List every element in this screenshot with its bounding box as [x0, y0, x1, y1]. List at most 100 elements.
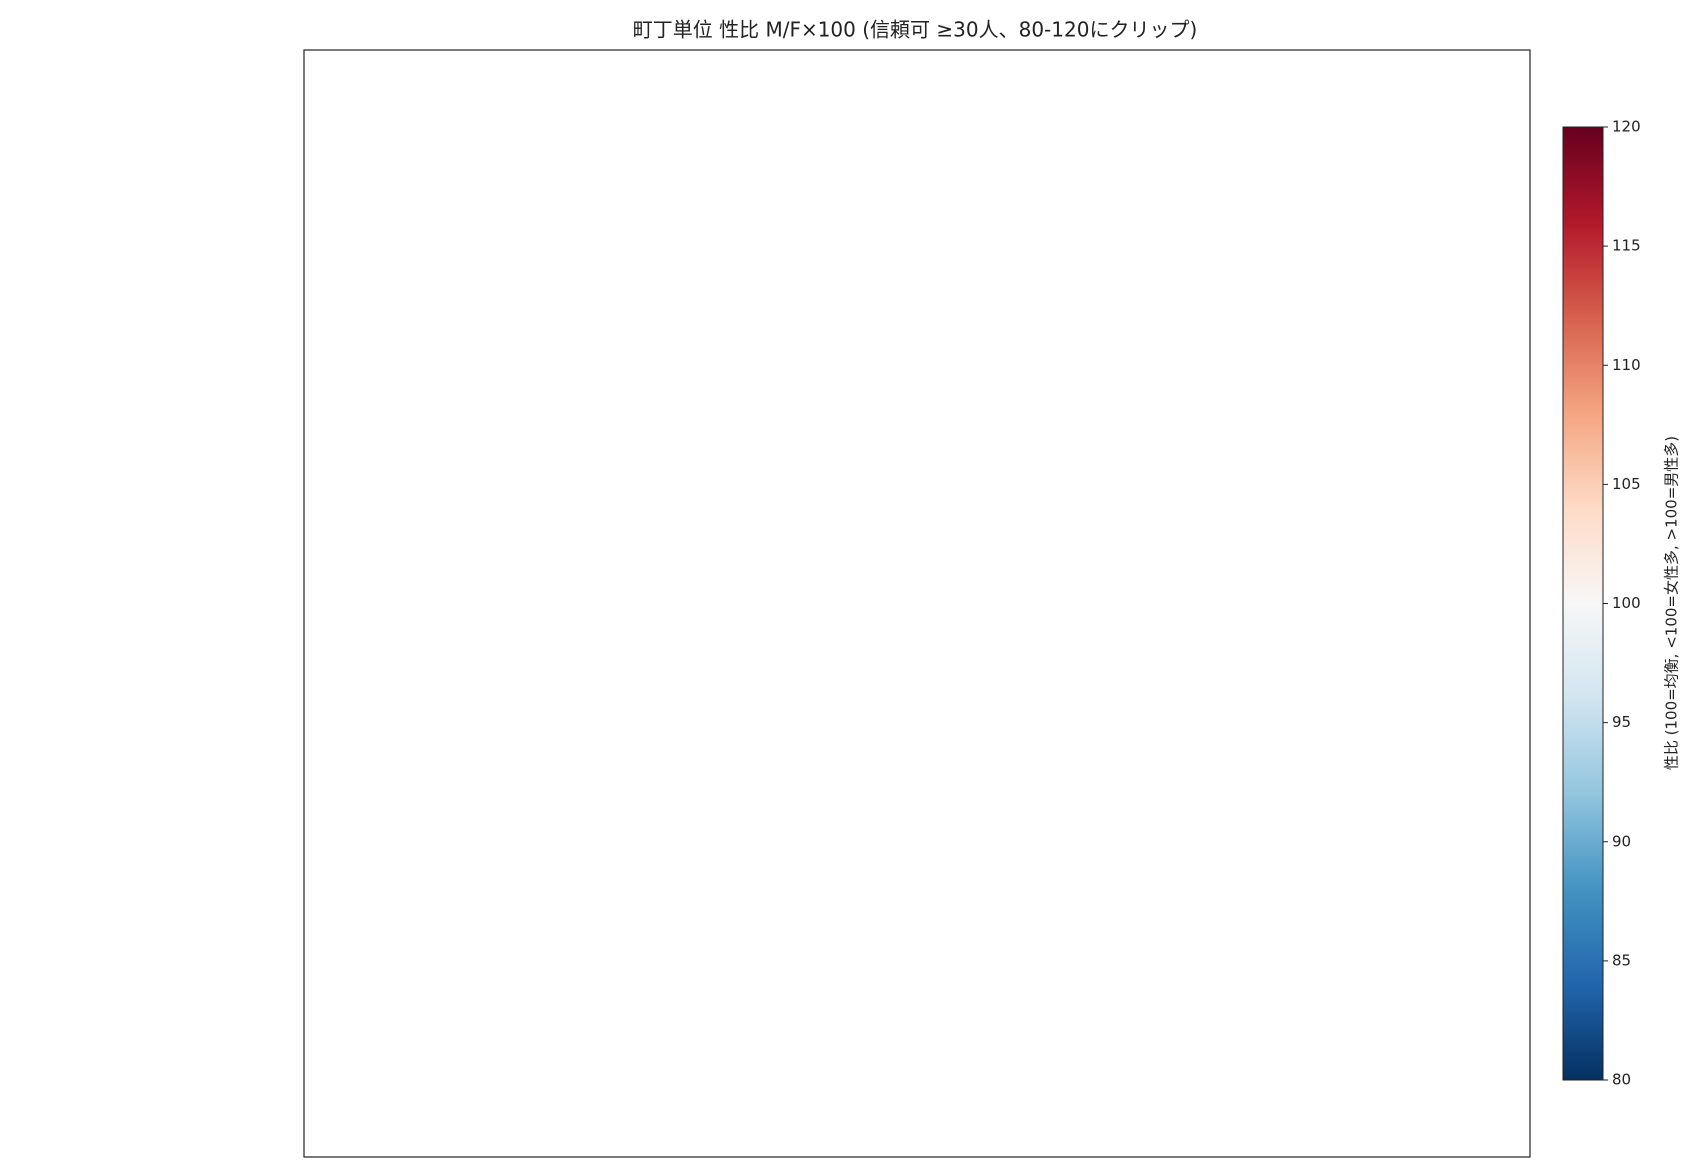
map-region [422, 756, 460, 781]
map-region [970, 1045, 989, 1083]
map-region [1366, 672, 1396, 690]
map-region [1411, 516, 1431, 543]
map-region [553, 673, 581, 708]
map-region [993, 103, 1023, 142]
map-region [553, 470, 592, 500]
map-region [355, 961, 388, 987]
map-region [904, 759, 937, 791]
map-region [974, 276, 1002, 315]
map-region [879, 98, 910, 135]
map-region [374, 120, 409, 143]
map-region [1017, 170, 1038, 200]
map-region [600, 739, 622, 773]
map-region [353, 210, 376, 236]
map-region [599, 631, 618, 662]
map-region [556, 800, 586, 831]
map-region [445, 871, 482, 891]
map-region [1038, 432, 1058, 455]
map-region [754, 826, 782, 845]
map-region [355, 407, 384, 440]
map-region [378, 912, 411, 930]
map-region [399, 518, 438, 556]
map-region [1210, 537, 1230, 566]
map-region [1452, 737, 1492, 766]
map-region [909, 257, 940, 279]
map-region [798, 493, 830, 519]
map-region [1409, 847, 1445, 878]
map-region [375, 253, 397, 278]
map-region [1390, 891, 1426, 922]
map-region [1364, 1112, 1403, 1131]
map-region [642, 715, 680, 751]
map-region [1129, 825, 1159, 858]
map-region [1298, 384, 1337, 406]
map-region [1385, 101, 1405, 139]
map-region [619, 342, 646, 373]
map-region [358, 559, 397, 588]
map-region [682, 1046, 713, 1082]
map-region [973, 829, 1001, 856]
map-region [575, 474, 606, 497]
map-region [727, 541, 746, 579]
map-region [1236, 956, 1263, 977]
map-region [860, 960, 887, 996]
map-region [1217, 980, 1246, 999]
map-region [706, 940, 729, 963]
map-region [881, 668, 917, 688]
map-region [884, 1089, 917, 1119]
map-region [1102, 715, 1131, 750]
map-region [441, 536, 476, 564]
map-region [843, 807, 865, 835]
map-region [1190, 1002, 1221, 1035]
map-region [398, 802, 425, 823]
map-region [507, 406, 542, 436]
map-region [880, 345, 915, 376]
map-region [1343, 999, 1369, 1022]
map-region [769, 517, 804, 546]
map-region [351, 367, 379, 399]
map-region [1434, 800, 1462, 833]
map-region [661, 673, 697, 691]
map-region [1363, 1043, 1392, 1072]
map-region [1299, 782, 1320, 803]
map-region [573, 454, 612, 474]
map-region [687, 958, 717, 987]
map-region [863, 232, 902, 267]
map-region [578, 801, 597, 835]
map-region [1149, 144, 1187, 181]
map-region [930, 739, 964, 762]
map-region [575, 586, 593, 611]
map-region [353, 850, 374, 876]
map-region [619, 916, 654, 955]
map-region [1277, 784, 1299, 824]
map-region [619, 624, 640, 652]
map-region [1036, 1110, 1059, 1143]
map-region [1298, 188, 1317, 207]
map-region [1305, 539, 1326, 579]
map-region [1385, 956, 1405, 975]
map-region [512, 383, 548, 416]
map-region [1192, 977, 1231, 1014]
map-region [1102, 803, 1123, 829]
map-region [837, 626, 858, 666]
map-region [885, 541, 914, 563]
map-region [662, 914, 693, 943]
map-region [1282, 914, 1309, 937]
map-region [908, 433, 934, 454]
map-region [506, 938, 537, 960]
map-region [1107, 341, 1146, 375]
map-region [749, 274, 780, 306]
map-region [357, 473, 391, 507]
map-region [1150, 255, 1184, 287]
map-region [1036, 803, 1055, 837]
map-region [639, 538, 660, 565]
map-region [682, 145, 722, 183]
map-region [1386, 649, 1409, 682]
map-region [1016, 915, 1047, 940]
map-region [576, 192, 599, 215]
map-region [684, 653, 724, 687]
map-region [1100, 168, 1139, 207]
map-region [1106, 936, 1125, 961]
map-region [1256, 124, 1279, 151]
